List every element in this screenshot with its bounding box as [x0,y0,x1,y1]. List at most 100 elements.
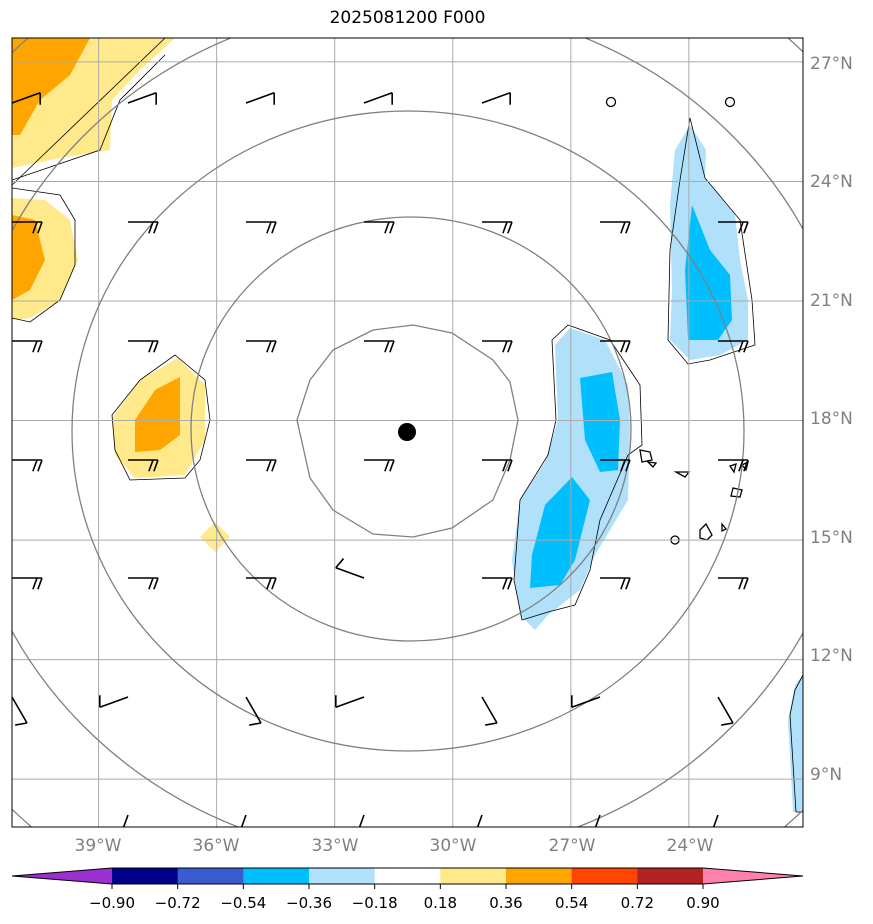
positive-shading-area [12,215,45,300]
wind-barb [12,577,43,590]
colorbar-segment [506,868,573,884]
lon-label: 30°W [430,836,477,856]
wind-barb [246,340,277,353]
negative-shading-area [580,372,620,472]
shading-outline [111,354,211,481]
wind-barb [12,696,28,726]
wind-barb [594,814,601,827]
lon-label: 27°W [549,836,596,856]
wind-barb [128,340,159,353]
island-outline [673,471,691,478]
wind-barb [245,696,262,726]
colorbar-segment [309,868,376,884]
island-outline [740,460,749,472]
lat-label: 9°N [810,765,842,785]
lat-label: 18°N [810,409,853,429]
wind-barbs [12,91,749,827]
wind-barb [600,459,631,472]
colorbar-segment [440,868,507,884]
wind-barb [482,459,513,472]
colorbar-tick-label: 0.36 [489,894,522,912]
wind-barb [358,814,365,827]
lon-label: 39°W [75,836,122,856]
shading-outline [667,117,756,365]
map-title: 2025081200 F000 [329,8,486,28]
latitude-axis-labels: 27°N 24°N 21°N 18°N 15°N 12°N 9°N [810,54,853,785]
wind-barb [476,814,483,827]
negative-shading-area [685,205,732,340]
wind-barb [363,91,393,105]
negative-shading-area [530,477,590,588]
wind-barb [122,814,129,827]
colorbar: −0.90 −0.72 −0.54 −0.36 −0.18 0.18 0.36 0.54 0.7… [11,867,804,912]
island-outline [639,449,653,463]
storm-center-marker [398,423,416,441]
wind-barb [712,814,719,827]
wind-barb [245,91,275,105]
colorbar-tick-label: 0.18 [424,894,457,912]
shading-outline [12,54,166,181]
colorbar-tick-label: 0.54 [555,894,588,912]
colorbar-segment [177,868,244,884]
lat-label: 12°N [810,646,853,666]
shading-outline-layer [12,38,803,813]
wind-barb [12,340,43,353]
lat-label: 21°N [810,291,853,311]
positive-shading-area [200,522,230,552]
island-outline [699,522,713,541]
wind-barb [718,577,749,590]
colorbar-extend-low [12,868,112,884]
colorbar-tick-label: 0.90 [686,894,719,912]
wind-barb [12,459,43,472]
colorbar-tick-label: −0.54 [220,894,266,912]
wind-barb [364,340,395,353]
range-ring [71,110,745,752]
colorbar-extend-high [703,868,803,884]
colorbar-tick-label: −0.18 [352,894,398,912]
wind-barb [246,459,277,472]
colorbar-tick-label: 0.72 [621,894,654,912]
island-outline [728,463,737,474]
lat-label: 27°N [810,54,853,74]
wind-barb [127,91,157,105]
gridlines [12,38,803,827]
wind-barb [482,577,513,590]
wind-barb [240,814,247,827]
wind-barb [600,577,631,590]
lat-label: 24°N [810,172,853,192]
colorbar-tick-label: −0.72 [155,894,201,912]
wind-barb [718,459,749,472]
wind-barb [718,340,749,353]
wind-barb [571,695,601,709]
wind-barb [600,221,631,234]
wind-barb [335,695,365,709]
lat-label: 15°N [810,528,853,548]
wind-barb [481,91,511,105]
colorbar-tick-label: −0.36 [286,894,332,912]
wind-barb [717,696,734,726]
wind-barb [600,340,631,353]
island-outline [724,96,736,108]
negative-shading-area [788,675,803,812]
wind-barb [246,221,277,234]
wind-barb [246,577,277,590]
positive-shading-area [135,377,180,452]
colorbar-segment [243,868,310,884]
island-outline [646,461,658,468]
shading-outline [789,674,803,813]
lon-label: 33°W [312,836,359,856]
lon-label: 24°W [667,836,714,856]
wind-barb [128,577,159,590]
shading-outline [513,324,643,621]
wind-barb [128,459,159,472]
island-outline [605,96,617,108]
colorbar-segment [112,868,179,884]
wind-barb [12,221,43,234]
shading-outline [12,38,166,186]
wind-barb [335,558,365,579]
wind-barb [481,696,498,726]
shading-outline [12,187,76,323]
